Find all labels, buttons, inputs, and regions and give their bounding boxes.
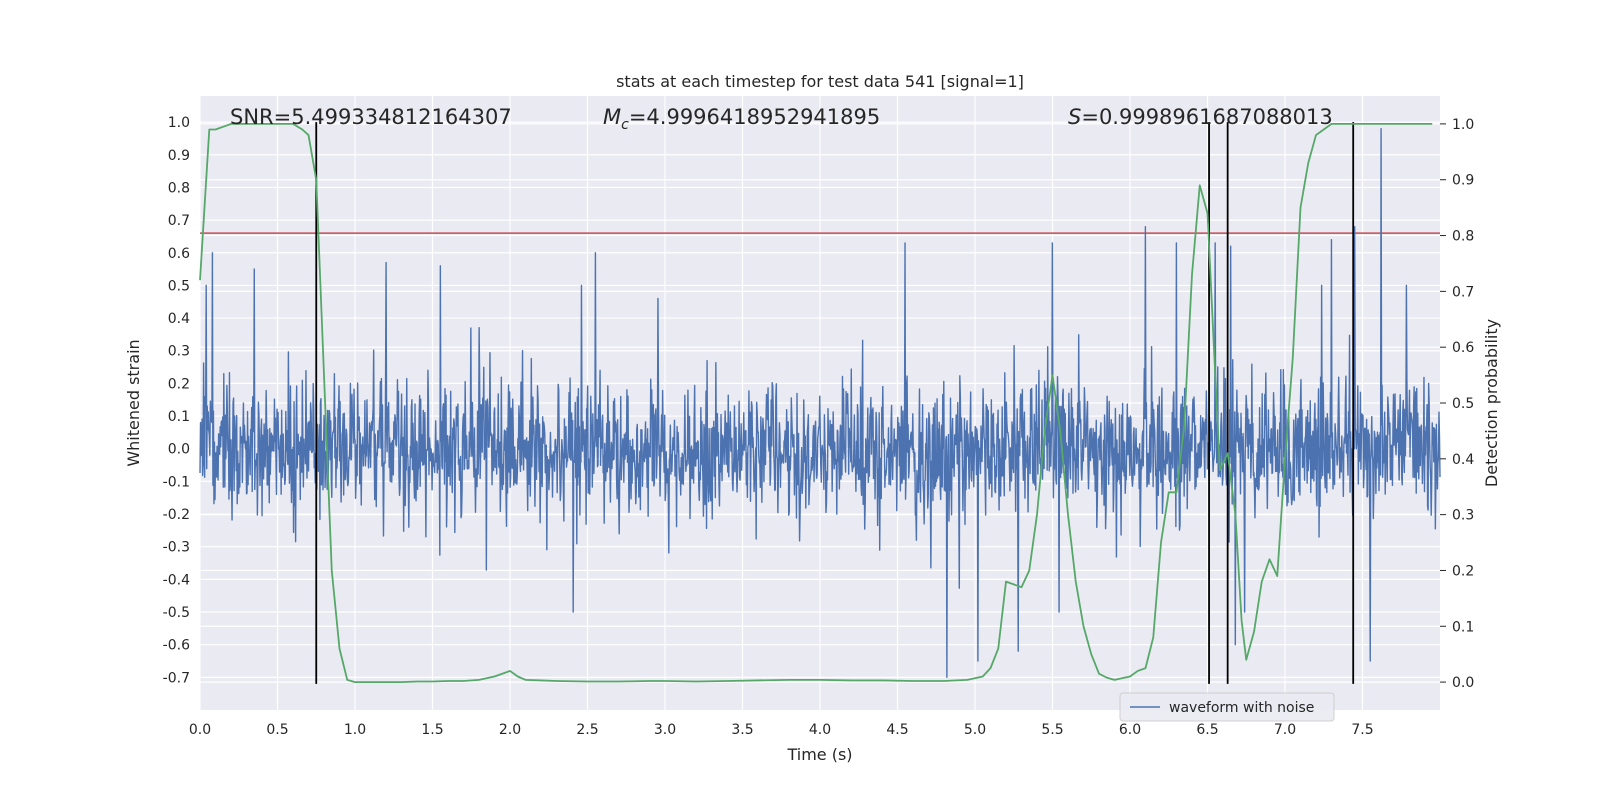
y-right-tick-10: 1.0 xyxy=(1452,117,1474,133)
y-tick-7: 0.0 xyxy=(168,442,190,458)
y-tick-10: 0.3 xyxy=(168,344,190,360)
legend-label: waveform with noise xyxy=(1169,700,1314,716)
x-tick-8: 4.0 xyxy=(809,722,831,738)
x-axis-label: Time (s) xyxy=(786,745,852,764)
y-tick-16: 0.9 xyxy=(168,148,190,164)
x-tick-9: 4.5 xyxy=(886,722,908,738)
y-axis-right-ticks: 0.0 0.1 0.2 0.3 0.4 0.5 0.6 0.7 0.8 0.9 1.0 xyxy=(1440,117,1474,691)
y-tick-0: -0.7 xyxy=(163,670,190,686)
legend: waveform with noise xyxy=(1119,692,1335,722)
statistic-annotation: S=0.9998961687088013 xyxy=(1068,105,1333,129)
y-right-tick-7: 0.7 xyxy=(1452,284,1474,300)
y-tick-2: -0.5 xyxy=(163,605,190,621)
x-tick-15: 7.5 xyxy=(1351,722,1373,738)
grid xyxy=(199,96,1440,710)
y-axis-label: Whitened strain xyxy=(124,339,143,466)
y-right-tick-4: 0.4 xyxy=(1452,452,1474,468)
y-right-tick-5: 0.5 xyxy=(1452,396,1474,412)
y-tick-15: 0.8 xyxy=(168,180,190,196)
y-axis-right-label: Detection probability xyxy=(1482,319,1501,487)
detection-probability-series xyxy=(199,123,1433,683)
x-tick-14: 7.0 xyxy=(1274,722,1296,738)
y-tick-11: 0.4 xyxy=(168,311,190,327)
x-axis-ticks: 0.0 0.5 1.0 1.5 2.0 2.5 3.0 3.5 4.0 4.5 5.0 5.5 6.0 6… xyxy=(189,722,1374,738)
x-tick-6: 3.0 xyxy=(654,722,676,738)
x-tick-7: 3.5 xyxy=(731,722,753,738)
legend-box xyxy=(1119,692,1335,722)
y-right-tick-3: 0.3 xyxy=(1452,508,1474,524)
x-tick-1: 0.5 xyxy=(266,722,288,738)
x-tick-2: 1.0 xyxy=(344,722,366,738)
x-tick-11: 5.5 xyxy=(1041,722,1063,738)
y-right-tick-2: 0.2 xyxy=(1452,563,1474,579)
y-tick-4: -0.3 xyxy=(163,540,190,556)
y-tick-17: 1.0 xyxy=(168,115,190,131)
chart-title: stats at each timestep for test data 541… xyxy=(616,72,1024,91)
y-tick-9: 0.2 xyxy=(168,376,190,392)
y-tick-14: 0.7 xyxy=(168,213,190,229)
y-tick-3: -0.4 xyxy=(163,572,190,588)
y-right-tick-8: 0.8 xyxy=(1452,229,1474,245)
x-tick-10: 5.0 xyxy=(964,722,986,738)
x-tick-0: 0.0 xyxy=(189,722,211,738)
waveform-series xyxy=(199,127,1441,679)
y-tick-8: 0.1 xyxy=(168,409,190,425)
waveform-layer xyxy=(199,127,1441,679)
x-tick-4: 2.0 xyxy=(499,722,521,738)
y-tick-12: 0.5 xyxy=(168,278,190,294)
marker-lines xyxy=(315,122,1355,684)
y-right-tick-0: 0.0 xyxy=(1452,675,1474,691)
x-tick-12: 6.0 xyxy=(1119,722,1141,738)
y-tick-6: -0.1 xyxy=(163,474,190,490)
y-right-tick-9: 0.9 xyxy=(1452,173,1474,189)
y-axis-ticks: -0.7 -0.6 -0.5 -0.4 -0.3 -0.2 -0.1 0.0 0.1 0.2 0.3… xyxy=(163,115,190,686)
x-tick-13: 6.5 xyxy=(1196,722,1218,738)
y-tick-13: 0.6 xyxy=(168,246,190,262)
x-tick-5: 2.5 xyxy=(576,722,598,738)
snr-annotation: SNR=5.499334812164307 xyxy=(230,105,512,129)
y-right-tick-6: 0.6 xyxy=(1452,340,1474,356)
chirp-mass-annotation: Mc=4.9996418952941895 xyxy=(603,105,880,133)
y-tick-5: -0.2 xyxy=(163,507,190,523)
y-right-tick-1: 0.1 xyxy=(1452,619,1474,635)
x-tick-3: 1.5 xyxy=(421,722,443,738)
y-tick-1: -0.6 xyxy=(163,638,190,654)
probability-layer xyxy=(199,123,1433,683)
